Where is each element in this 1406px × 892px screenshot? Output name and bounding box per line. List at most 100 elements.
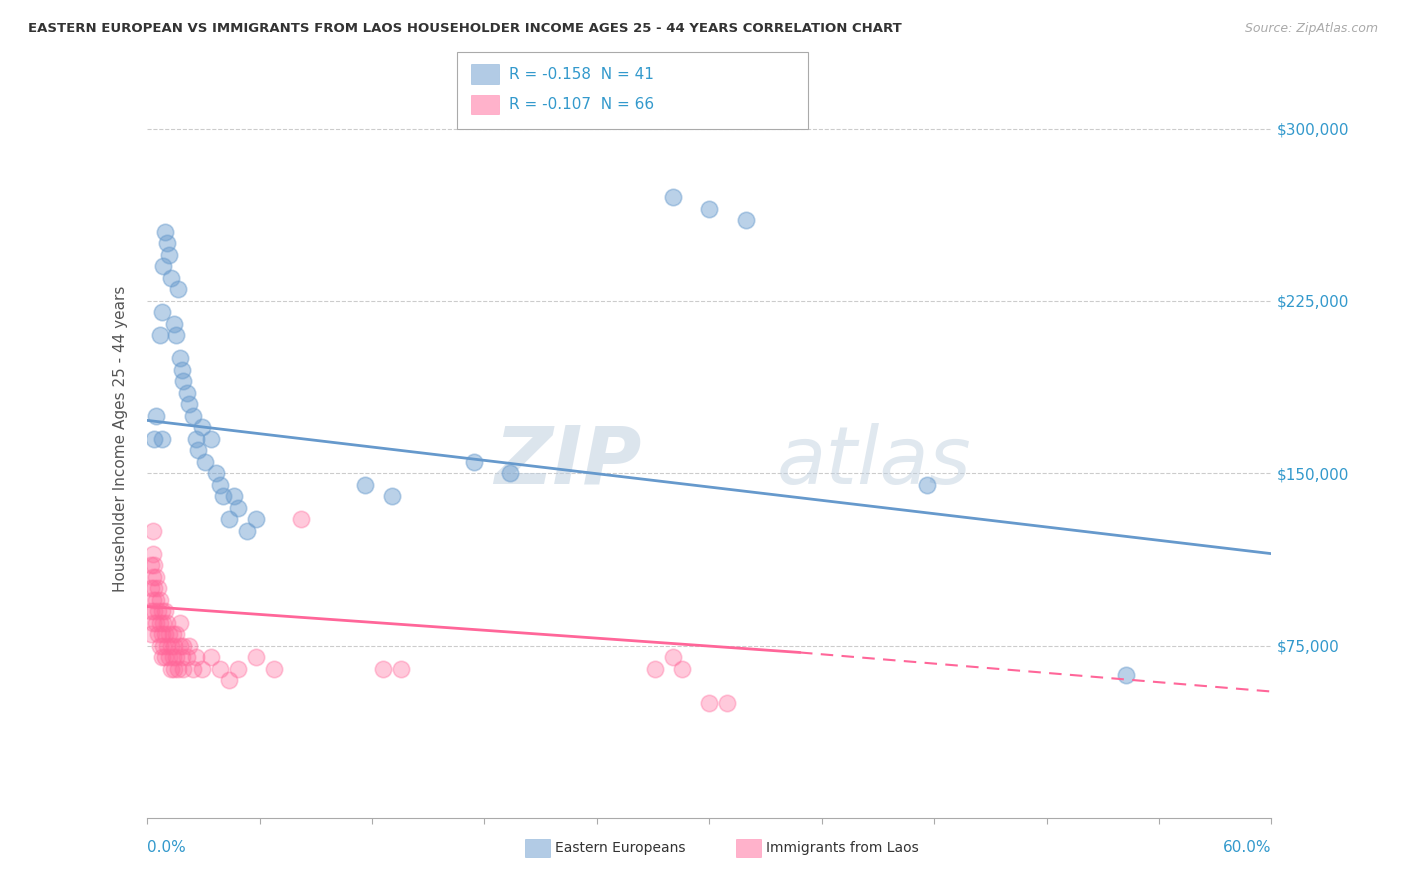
Point — [145, 615, 167, 630]
Point — [152, 615, 174, 630]
Point — [149, 615, 172, 630]
Point — [172, 639, 194, 653]
Point — [149, 328, 172, 343]
Point — [662, 190, 685, 204]
Point — [150, 650, 173, 665]
Point — [155, 650, 177, 665]
Point — [139, 627, 162, 641]
Point — [149, 592, 172, 607]
Text: 0.0%: 0.0% — [148, 840, 186, 855]
Point — [245, 512, 267, 526]
Point — [212, 489, 235, 503]
Point — [177, 639, 200, 653]
Point — [463, 455, 485, 469]
Point — [156, 615, 179, 630]
Point — [353, 477, 375, 491]
Point — [176, 650, 198, 665]
Point — [145, 569, 167, 583]
Text: atlas: atlas — [776, 423, 972, 500]
Point — [159, 639, 181, 653]
Point — [155, 225, 177, 239]
Text: Immigrants from Laos: Immigrants from Laos — [765, 841, 918, 855]
Point — [190, 420, 212, 434]
Point — [499, 467, 522, 481]
Point — [194, 455, 217, 469]
Point — [159, 271, 181, 285]
Point — [167, 282, 190, 296]
Point — [150, 627, 173, 641]
Point — [170, 363, 193, 377]
Point — [157, 248, 180, 262]
Text: ZIP: ZIP — [495, 423, 643, 500]
Point — [226, 500, 249, 515]
Point — [169, 615, 191, 630]
Point — [172, 662, 194, 676]
Point — [170, 650, 193, 665]
Point — [716, 696, 738, 710]
Point — [205, 467, 228, 481]
Point — [165, 650, 187, 665]
Point — [218, 512, 240, 526]
Point — [184, 432, 207, 446]
Point — [150, 305, 173, 319]
Text: EASTERN EUROPEAN VS IMMIGRANTS FROM LAOS HOUSEHOLDER INCOME AGES 25 - 44 YEARS C: EASTERN EUROPEAN VS IMMIGRANTS FROM LAOS… — [28, 22, 901, 36]
Point — [224, 489, 246, 503]
Point — [139, 558, 162, 573]
Point — [915, 477, 938, 491]
Point — [152, 639, 174, 653]
Point — [157, 627, 180, 641]
Point — [142, 524, 165, 538]
Point — [149, 639, 172, 653]
Point — [200, 650, 222, 665]
Point — [662, 650, 685, 665]
Point — [200, 432, 222, 446]
Point — [190, 662, 212, 676]
Point — [169, 639, 191, 653]
Point — [142, 547, 165, 561]
Point — [145, 592, 167, 607]
Point — [290, 512, 312, 526]
Point — [150, 604, 173, 618]
Point — [143, 432, 166, 446]
Point — [146, 581, 169, 595]
Point — [143, 604, 166, 618]
Point — [371, 662, 394, 676]
Point — [139, 604, 162, 618]
Point — [184, 650, 207, 665]
Text: R = -0.158  N = 41: R = -0.158 N = 41 — [509, 67, 654, 81]
Point — [208, 662, 231, 676]
Point — [156, 236, 179, 251]
Point — [142, 615, 165, 630]
Point — [167, 662, 190, 676]
Point — [263, 662, 285, 676]
Point — [172, 374, 194, 388]
Point — [697, 696, 720, 710]
Text: Eastern Europeans: Eastern Europeans — [554, 841, 685, 855]
Point — [176, 385, 198, 400]
Point — [208, 477, 231, 491]
Point — [163, 639, 186, 653]
Point — [142, 592, 165, 607]
Point — [139, 581, 162, 595]
Point — [157, 650, 180, 665]
Point — [155, 604, 177, 618]
Point — [218, 673, 240, 687]
Point — [697, 202, 720, 216]
Point — [734, 213, 756, 227]
Point — [671, 662, 693, 676]
Point — [155, 627, 177, 641]
Point — [1115, 668, 1137, 682]
Point — [181, 409, 204, 423]
Point — [146, 627, 169, 641]
Point — [236, 524, 259, 538]
Point — [143, 581, 166, 595]
Point — [146, 604, 169, 618]
Point — [181, 662, 204, 676]
Point — [165, 328, 187, 343]
Point — [163, 662, 186, 676]
Point — [156, 639, 179, 653]
Point — [143, 558, 166, 573]
Point — [152, 260, 174, 274]
Point — [226, 662, 249, 676]
Point — [142, 569, 165, 583]
